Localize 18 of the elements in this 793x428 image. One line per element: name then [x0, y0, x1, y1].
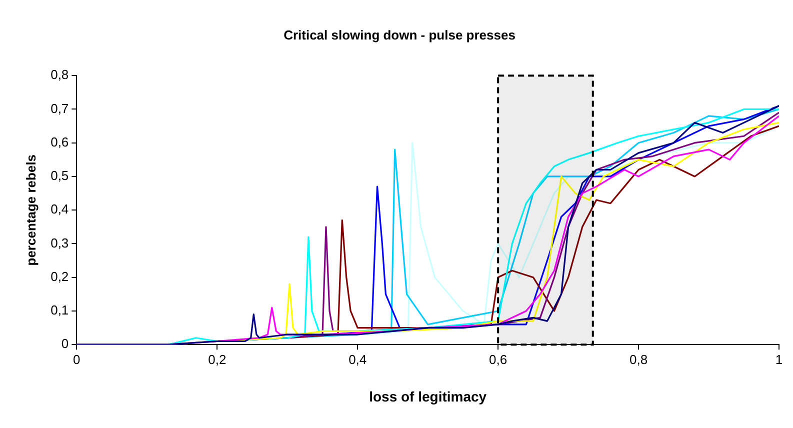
y-tick-label: 0 [61, 336, 69, 352]
y-tick-label: 0,2 [50, 268, 69, 284]
y-axis-title: percentage rebels [23, 154, 38, 266]
y-tick-label: 0,1 [50, 302, 69, 318]
x-axis-title: loss of legitimacy [369, 388, 487, 404]
x-tick-label: 0,8 [629, 352, 648, 367]
x-tick-label: 0,2 [208, 352, 226, 367]
x-tick-label: 0,6 [489, 352, 508, 367]
y-tick-label: 0,4 [50, 202, 69, 217]
x-tick-label: 0,4 [348, 352, 367, 367]
y-tick-label: 0,7 [50, 100, 69, 116]
chart-title: Critical slowing down - pulse presses [284, 27, 516, 42]
x-tick-label: 1 [775, 352, 783, 367]
y-tick-label: 0,8 [50, 67, 69, 82]
y-tick-label: 0,6 [50, 134, 69, 150]
y-tick-label: 0,5 [50, 168, 69, 184]
y-tick-label: 0,3 [50, 235, 69, 250]
x-tick-label: 0 [73, 352, 80, 367]
